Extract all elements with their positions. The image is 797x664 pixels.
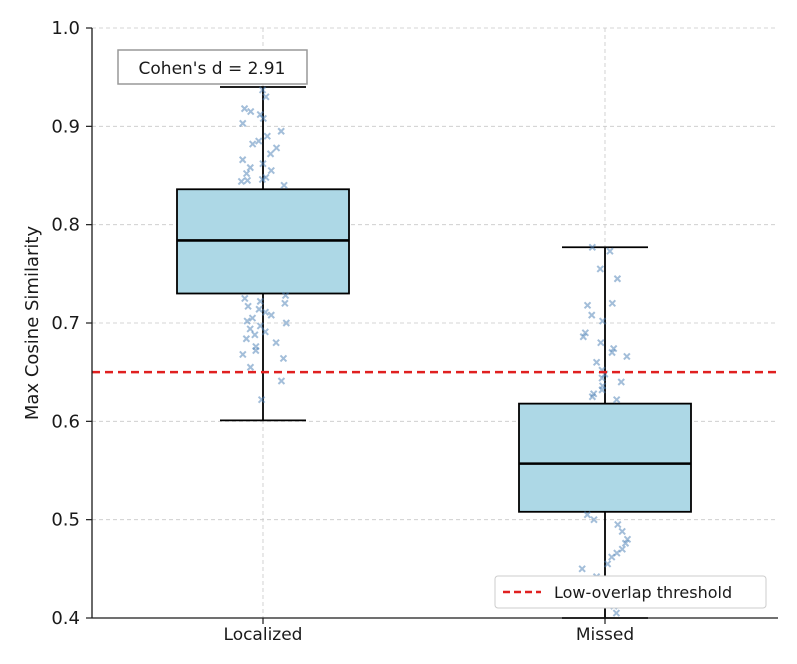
y-tick-label: 0.9 [51, 116, 80, 137]
data-point [612, 609, 621, 617]
data-point [244, 302, 252, 310]
data-point [592, 358, 601, 367]
data-point [608, 299, 617, 308]
data-point [240, 104, 249, 113]
data-point [588, 243, 597, 251]
data-point [246, 363, 255, 371]
data-point [251, 331, 259, 339]
data-point [606, 247, 614, 255]
data-point [590, 515, 598, 524]
data-point [256, 297, 265, 306]
data-point [608, 553, 616, 561]
data-point [598, 317, 607, 325]
data-point [239, 350, 247, 359]
data-point [238, 156, 247, 164]
data-point [609, 344, 618, 353]
data-point [255, 305, 263, 313]
data-point [246, 163, 254, 172]
data-point [272, 338, 280, 347]
data-point [267, 311, 275, 319]
data-point [596, 265, 604, 273]
legend-frame [494, 575, 767, 609]
data-point [261, 308, 270, 316]
data-point [247, 107, 255, 116]
data-point [256, 322, 265, 330]
y-tick-label: 0.7 [51, 313, 80, 334]
data-point [583, 511, 592, 519]
data-point [258, 175, 267, 184]
data-point [272, 144, 281, 152]
data-point [581, 329, 590, 337]
data-point [242, 335, 251, 343]
y-tick-label: 0.6 [51, 411, 80, 432]
data-point [281, 299, 289, 308]
data-point [241, 294, 249, 303]
data-point [277, 377, 286, 385]
data-point [259, 114, 268, 123]
y-axis-title: Max Cosine Similarity [22, 226, 43, 421]
data-point [239, 119, 247, 128]
data-point [612, 395, 621, 404]
x-tick-label: Localized [224, 625, 303, 645]
data-point [243, 176, 252, 185]
box-series [176, 86, 692, 619]
y-tick-label: 0.8 [51, 215, 80, 236]
data-point [603, 560, 612, 568]
annotation-text: Cohen's d = 2.91 [139, 59, 286, 79]
data-point [262, 93, 270, 101]
effect-size-annotation: Cohen's d = 2.91 [117, 49, 308, 85]
data-point [618, 527, 626, 536]
data-point [257, 395, 266, 404]
data-point [598, 374, 606, 382]
data-point [252, 346, 260, 355]
data-point [243, 317, 251, 325]
data-point [621, 539, 630, 547]
data-point [246, 325, 254, 333]
data-point [579, 333, 587, 341]
data-point [258, 86, 267, 94]
data-point [282, 319, 291, 327]
data-point [242, 169, 251, 178]
data-point [237, 177, 246, 186]
data-point [261, 328, 269, 336]
y-axis-ticks: 0.4 0.5 0.6 0.7 0.8 0.9 1.0 [51, 18, 92, 629]
data-point [598, 386, 606, 394]
data-point [614, 520, 622, 529]
data-point [263, 132, 271, 140]
data-point [613, 275, 622, 283]
data-point [588, 393, 597, 401]
data-point [248, 314, 257, 322]
data-point [281, 291, 290, 300]
data-point [259, 159, 267, 168]
y-tick-label: 0.4 [51, 608, 80, 629]
data-point [623, 535, 632, 544]
jitter-points [237, 86, 632, 617]
x-axis-ticks: Localized Missed [224, 618, 634, 645]
data-point [262, 173, 270, 182]
data-point [279, 354, 288, 363]
x-tick-label: Missed [576, 625, 634, 645]
data-point [277, 127, 285, 135]
data-point [617, 378, 625, 386]
data-point [583, 301, 592, 310]
legend: Low-overlap threshold [494, 575, 767, 609]
data-point [623, 352, 631, 361]
y-tick-label: 1.0 [51, 18, 80, 39]
data-point [588, 311, 596, 319]
data-point [255, 137, 263, 145]
data-point [266, 150, 275, 158]
grid-lines [92, 27, 778, 619]
data-point [608, 348, 616, 357]
legend-label-threshold: Low-overlap threshold [554, 583, 732, 602]
data-point [618, 545, 627, 553]
data-point [267, 166, 275, 175]
data-point [578, 565, 586, 573]
data-point [280, 181, 288, 190]
data-point [597, 338, 605, 347]
box-iqr [518, 402, 692, 513]
y-tick-label: 0.5 [51, 510, 80, 531]
data-point [248, 140, 257, 148]
